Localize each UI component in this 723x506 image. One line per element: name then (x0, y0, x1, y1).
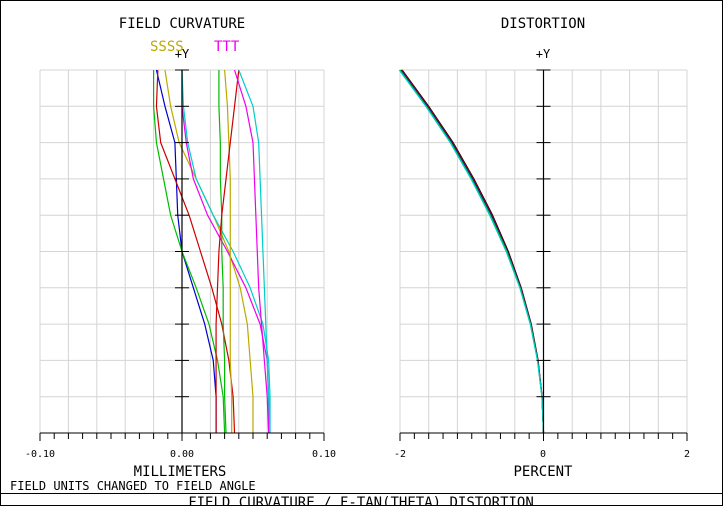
distortion-y-label: +Y (536, 47, 551, 61)
field-curvature-tick-label-max: 0.10 (312, 449, 336, 460)
field-curvature-axes (39, 69, 325, 441)
legend-tangential: TTT (214, 39, 240, 55)
field-units-note: FIELD UNITS CHANGED TO FIELD ANGLE (10, 479, 256, 493)
field-curvature-curve-9 (233, 69, 270, 434)
distortion-axes (399, 69, 688, 441)
field-curvature-curve-10 (238, 69, 271, 434)
distortion-x-label: PERCENT (513, 464, 573, 480)
distortion-plot: DISTORTION +Y -2 0 2 PERCENT (394, 16, 690, 480)
distortion-tick-label-zero: 0 (540, 449, 546, 460)
field-curvature-curve-5 (181, 69, 271, 433)
figure-caption: FIELD CURVATURE / F-TAN(THETA) DISTORTIO… (188, 495, 534, 506)
legend-sagittal: SSSS (150, 39, 184, 55)
field-curvature-curve-7 (224, 69, 233, 433)
distortion-curve-4 (398, 69, 545, 434)
field-curvature-curve-3 (164, 69, 254, 433)
field-curvature-x-label: MILLIMETERS (134, 464, 227, 480)
field-curvature-tick-label-zero: 0.00 (170, 449, 194, 460)
field-curvature-title: FIELD CURVATURE (119, 16, 245, 32)
field-curvature-tick-label-min: -0.10 (25, 449, 55, 460)
distortion-tick-label-max: 2 (684, 449, 690, 460)
field-curvature-y-label: +Y (175, 47, 190, 61)
distortion-tick-label-min: -2 (394, 449, 406, 460)
distortion-title: DISTORTION (501, 16, 585, 32)
field-curvature-plot: FIELD CURVATURE SSSS TTT +Y -0.10 0.00 0… (25, 16, 336, 480)
field-curvature-curve-6 (218, 70, 227, 434)
distortion-curves (398, 69, 545, 434)
field-curvature-curve-8 (215, 69, 240, 433)
